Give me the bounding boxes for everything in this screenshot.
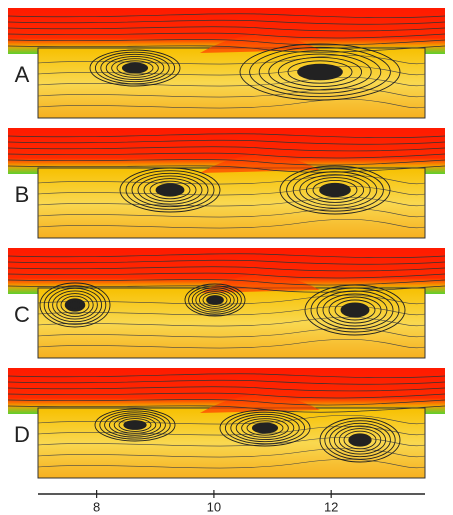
vortex: [326, 186, 344, 194]
vortex: [210, 297, 220, 302]
panel-label: C: [14, 302, 30, 327]
vortex: [129, 422, 142, 427]
panel-label: B: [15, 182, 30, 207]
vortex: [354, 436, 367, 443]
panel-label: D: [14, 422, 30, 447]
vortex: [69, 301, 80, 308]
tick-label: 10: [207, 499, 221, 514]
vortex: [347, 306, 363, 314]
panel: B: [8, 128, 445, 238]
vortex: [162, 186, 178, 193]
figure: A B C D 8 10 12: [0, 0, 453, 515]
panel: A: [8, 8, 445, 118]
tick-label: 12: [324, 499, 338, 514]
vortex: [258, 425, 272, 431]
panel: C: [8, 248, 445, 358]
vortex: [128, 65, 142, 71]
vortex: [307, 68, 333, 77]
panel: D: [8, 368, 445, 478]
panel-label: A: [15, 62, 30, 87]
tick-label: 8: [93, 499, 100, 514]
